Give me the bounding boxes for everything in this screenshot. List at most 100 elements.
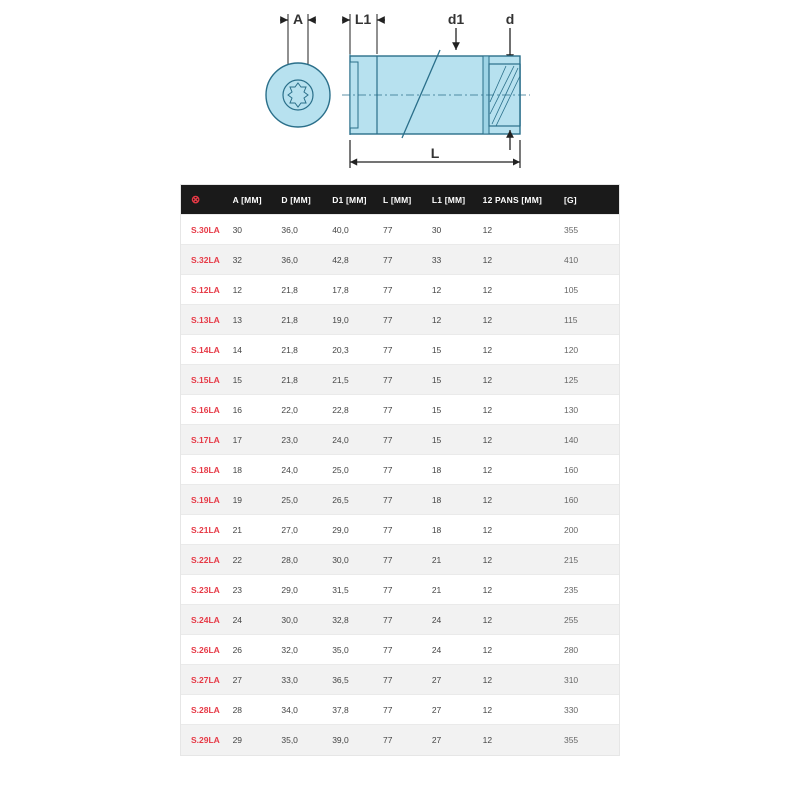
cell-d1: 32,8 [326, 605, 377, 635]
diagram-label-d: d [506, 11, 515, 27]
cell-l: 77 [377, 575, 426, 605]
cell-l: 77 [377, 215, 426, 245]
cell-pans: 12 [477, 365, 558, 395]
cell-d: 21,8 [275, 305, 326, 335]
cell-d: 21,8 [275, 275, 326, 305]
cell-a: 19 [227, 485, 276, 515]
cell-pans: 12 [477, 635, 558, 665]
cell-l1: 12 [426, 305, 477, 335]
cell-a: 18 [227, 455, 276, 485]
product-code: S.32LA [181, 245, 227, 275]
table-row: S.29LA2935,039,0772712355 [181, 725, 619, 755]
cell-d: 22,0 [275, 395, 326, 425]
cell-l1: 27 [426, 695, 477, 725]
cell-d1: 37,8 [326, 695, 377, 725]
cell-d1: 21,5 [326, 365, 377, 395]
cell-l1: 15 [426, 365, 477, 395]
cell-l1: 27 [426, 725, 477, 755]
col-header: L [MM] [377, 185, 426, 215]
cell-l1: 15 [426, 335, 477, 365]
cell-d1: 39,0 [326, 725, 377, 755]
cell-d1: 36,5 [326, 665, 377, 695]
cell-pans: 12 [477, 665, 558, 695]
cell-pans: 12 [477, 275, 558, 305]
cell-d: 36,0 [275, 245, 326, 275]
cell-weight: 115 [558, 305, 619, 335]
cell-pans: 12 [477, 425, 558, 455]
cell-l1: 24 [426, 605, 477, 635]
cell-l: 77 [377, 485, 426, 515]
product-code: S.28LA [181, 695, 227, 725]
cell-d: 32,0 [275, 635, 326, 665]
cell-weight: 310 [558, 665, 619, 695]
header-icon: ⊗ [181, 185, 227, 215]
socket-spec-table: ⊗ A [MM] D [MM] D1 [MM] L [MM] L1 [MM] 1… [181, 185, 619, 755]
cell-l1: 12 [426, 275, 477, 305]
cell-pans: 12 [477, 605, 558, 635]
cell-a: 24 [227, 605, 276, 635]
cell-l1: 21 [426, 575, 477, 605]
table-row: S.28LA2834,037,8772712330 [181, 695, 619, 725]
product-code: S.27LA [181, 665, 227, 695]
cell-l1: 18 [426, 455, 477, 485]
cell-pans: 12 [477, 545, 558, 575]
cell-l: 77 [377, 665, 426, 695]
table-row: S.19LA1925,026,5771812160 [181, 485, 619, 515]
cell-d1: 22,8 [326, 395, 377, 425]
product-code: S.12LA [181, 275, 227, 305]
table-row: S.18LA1824,025,0771812160 [181, 455, 619, 485]
cell-d: 24,0 [275, 455, 326, 485]
col-header: [G] [558, 185, 619, 215]
table-row: S.22LA2228,030,0772112215 [181, 545, 619, 575]
cell-d: 35,0 [275, 725, 326, 755]
product-code: S.21LA [181, 515, 227, 545]
cell-weight: 105 [558, 275, 619, 305]
cell-pans: 12 [477, 305, 558, 335]
cell-l1: 33 [426, 245, 477, 275]
product-code: S.22LA [181, 545, 227, 575]
cell-a: 22 [227, 545, 276, 575]
cell-d1: 30,0 [326, 545, 377, 575]
cell-d1: 17,8 [326, 275, 377, 305]
product-code: S.23LA [181, 575, 227, 605]
table-header-row: ⊗ A [MM] D [MM] D1 [MM] L [MM] L1 [MM] 1… [181, 185, 619, 215]
cell-weight: 280 [558, 635, 619, 665]
table-row: S.24LA2430,032,8772412255 [181, 605, 619, 635]
cell-d: 34,0 [275, 695, 326, 725]
cell-l: 77 [377, 725, 426, 755]
cell-l1: 24 [426, 635, 477, 665]
table-row: S.21LA2127,029,0771812200 [181, 515, 619, 545]
cell-d1: 42,8 [326, 245, 377, 275]
cell-l: 77 [377, 395, 426, 425]
socket-diagram: A L1 d1 d [180, 10, 620, 180]
cell-weight: 160 [558, 485, 619, 515]
cell-a: 23 [227, 575, 276, 605]
diagram-label-L: L [431, 145, 440, 161]
cell-d: 33,0 [275, 665, 326, 695]
cell-weight: 330 [558, 695, 619, 725]
cell-d1: 20,3 [326, 335, 377, 365]
cell-l1: 27 [426, 665, 477, 695]
cell-d1: 26,5 [326, 485, 377, 515]
spec-table: ⊗ A [MM] D [MM] D1 [MM] L [MM] L1 [MM] 1… [180, 184, 620, 756]
product-code: S.14LA [181, 335, 227, 365]
table-row: S.30LA3036,040,0773012355 [181, 215, 619, 245]
cell-l: 77 [377, 425, 426, 455]
cell-pans: 12 [477, 695, 558, 725]
col-header: L1 [MM] [426, 185, 477, 215]
table-row: S.26LA2632,035,0772412280 [181, 635, 619, 665]
cell-weight: 125 [558, 365, 619, 395]
table-row: S.16LA1622,022,8771512130 [181, 395, 619, 425]
table-row: S.15LA1521,821,5771512125 [181, 365, 619, 395]
cell-a: 14 [227, 335, 276, 365]
cell-weight: 140 [558, 425, 619, 455]
cell-d1: 24,0 [326, 425, 377, 455]
cell-l1: 18 [426, 515, 477, 545]
table-row: S.17LA1723,024,0771512140 [181, 425, 619, 455]
cell-d: 25,0 [275, 485, 326, 515]
cell-pans: 12 [477, 515, 558, 545]
cell-a: 17 [227, 425, 276, 455]
table-row: S.23LA2329,031,5772112235 [181, 575, 619, 605]
cell-l: 77 [377, 365, 426, 395]
diagram-label-d1: d1 [448, 11, 465, 27]
